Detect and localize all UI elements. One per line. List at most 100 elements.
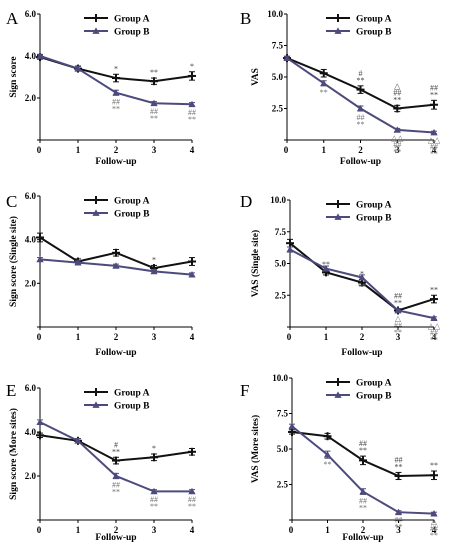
y-tick-label: 2.5 [277,480,289,490]
data-point-group-b [322,264,330,272]
y-tick-label: 5.0 [275,259,287,269]
panel-letter: B [240,9,251,28]
significance-marker: ## [430,524,438,533]
y-tick-label: 6.0 [25,9,37,19]
data-point-group-b [36,418,44,425]
legend-label: Group A [114,15,150,25]
x-tick-label: 4 [190,332,195,342]
significance-marker: ## [395,516,403,525]
x-tick-label: 3 [395,145,400,155]
legend-marker-group-b [92,401,100,408]
significance-marker: ** [112,447,120,456]
x-tick-label: 4 [432,332,437,342]
data-point-group-b [150,487,158,495]
data-point-group-b [323,451,332,458]
chart-panel-a: A 2.0 4.0 6.0 0 1 2 3 4 Follow-up Sign score Group … [6,9,196,167]
legend-marker-group-b [334,391,342,398]
significance-marker: △△ [428,321,441,330]
legend-label: Group B [356,28,392,38]
significance-marker: ** [112,488,120,497]
y-tick-label: 10.0 [272,373,288,383]
data-point-group-b [430,128,438,136]
y-tick-label: 6.0 [25,383,37,393]
significance-marker: ## [430,328,438,337]
data-point-group-b [188,271,196,278]
chart-panel-c: C 2.0 4.0 6.0 0 1 2 3 4 Follow-up Sign score (Sing… [6,191,196,358]
significance-marker: ## [150,107,158,116]
significance-marker: ## [359,439,367,448]
significance-marker: * [152,444,156,453]
chart-panel-e: E 2.0 4.0 6.0 0 1 2 3 4 Follow-up Sign score (More… [6,381,196,543]
x-tick-label: 1 [76,332,81,342]
y-tick-label: 10.0 [267,9,283,19]
data-point-group-b [359,488,367,495]
x-tick-label: 0 [287,332,292,342]
significance-marker: ** [150,68,158,77]
data-point-group-b [320,79,328,87]
panel-letter: E [6,381,16,400]
significance-marker: ** [395,523,403,532]
legend-label: Group A [356,15,392,25]
significance-marker: * [190,62,194,71]
y-axis-title: VAS (Single site) [250,230,261,297]
x-tick-label: 3 [396,332,401,342]
data-point-group-b [112,89,120,96]
y-tick-label: 2.0 [25,471,37,481]
x-tick-label: 0 [37,525,42,535]
significance-marker: ## [393,88,401,97]
significance-marker: ## [112,97,120,106]
x-tick-label: 0 [37,332,42,342]
significance-marker: △△ [428,136,441,145]
legend-label: Group A [114,389,150,399]
significance-marker: ** [324,460,332,469]
significance-marker: # [359,69,363,78]
x-tick-label: 3 [152,525,157,535]
y-tick-label: 5.0 [277,444,289,454]
x-tick-label: 0 [37,145,42,155]
data-point-group-b [36,52,44,59]
x-tick-label: 3 [152,332,157,342]
data-point-group-b [188,100,196,108]
data-point-group-b [430,314,438,321]
y-axis-title: Sign score (More sites) [8,408,19,500]
significance-marker: ## [394,292,402,301]
chart-panel-f: F 2.5 5.0 7.5 10.0 0 1 2 3 4 Follow-up VAS (More si… [240,373,438,543]
significance-marker: ## [357,113,365,122]
significance-marker: ** [357,76,365,85]
x-tick-label: 2 [114,525,119,535]
significance-marker: ** [393,95,401,104]
x-tick-label: 4 [190,145,195,155]
significance-marker: ** [320,88,328,97]
legend-label: Group B [356,214,392,224]
x-axis-title: Follow-up [95,348,136,358]
significance-marker: △ [431,517,438,526]
legend-label: Group A [356,201,392,211]
x-tick-label: 0 [289,525,294,535]
data-point-group-b [112,472,120,479]
legend-label: Group B [114,210,150,220]
x-tick-label: 1 [325,525,330,535]
x-tick-label: 2 [358,145,363,155]
x-axis-title: Follow-up [95,533,136,543]
x-tick-label: 4 [190,525,195,535]
x-tick-label: 2 [114,145,119,155]
significance-marker: ## [359,496,367,505]
data-point-group-b [356,104,365,112]
data-point-group-b [112,262,120,269]
data-point-group-b [394,508,403,516]
x-tick-label: 0 [284,145,289,155]
significance-marker: ** [112,104,120,113]
y-tick-label: 2.0 [25,278,37,288]
significance-marker: * [114,64,118,73]
y-tick-label: 2.0 [25,93,37,103]
legend-label: Group B [114,28,150,38]
data-point-group-b [150,267,158,275]
data-point-group-b [150,99,158,107]
x-tick-label: 2 [114,332,119,342]
data-point-group-b [74,437,82,444]
data-point-group-b [430,510,438,517]
y-axis-title: Sign score (Single site) [8,216,19,307]
significance-marker: △ [394,81,401,90]
significance-marker: ** [322,260,330,269]
